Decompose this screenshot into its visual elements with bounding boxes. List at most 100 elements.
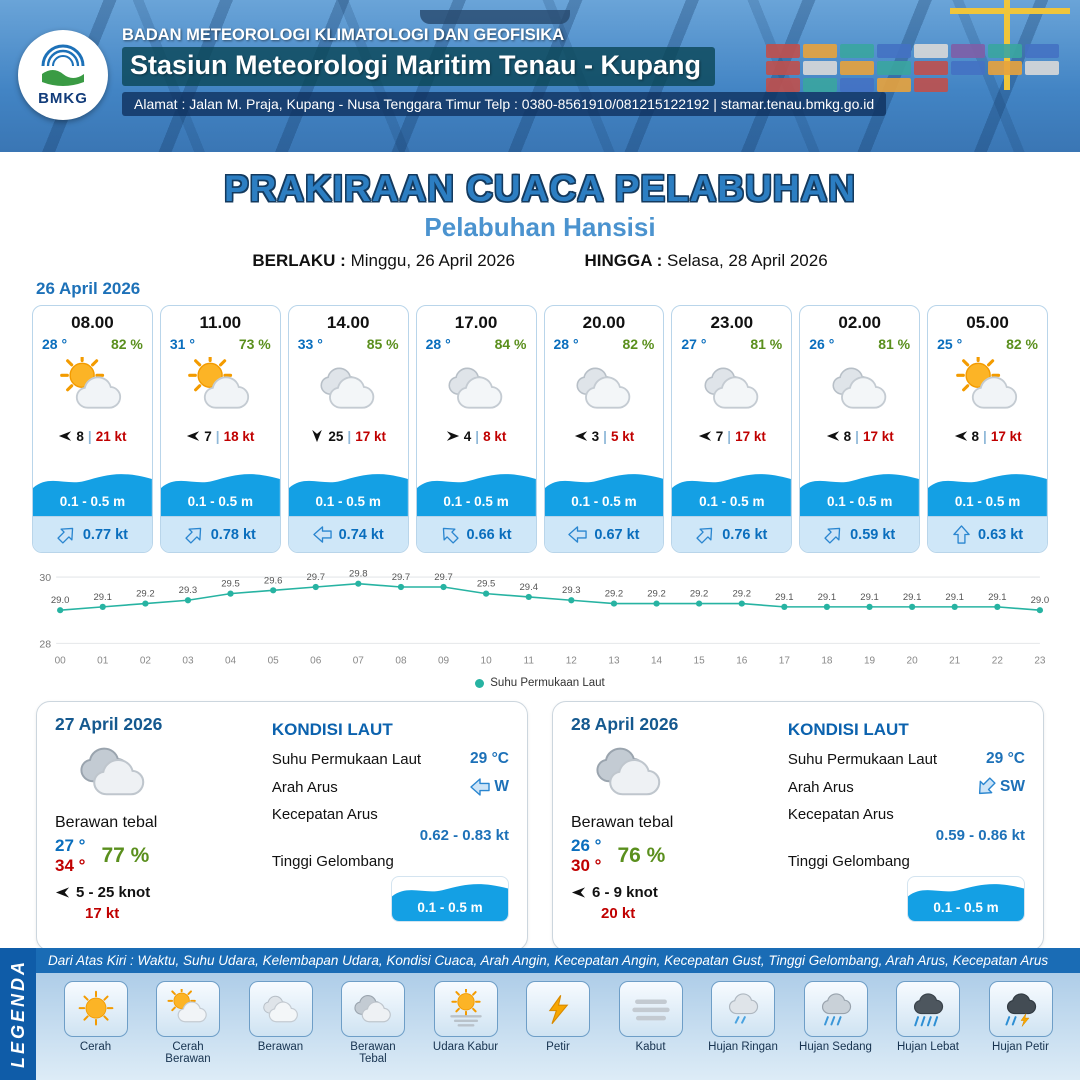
valid-label: BERLAKU : [252, 251, 346, 270]
wind-direction-arrow-icon [571, 886, 586, 898]
air-temperature: 28 ° [553, 336, 579, 352]
humidity: 81 % [878, 336, 911, 352]
air-temperature: 33 ° [297, 336, 323, 352]
bmkg-logo-text: BMKG [38, 89, 88, 107]
gust-speed: 5 kt [610, 428, 635, 444]
weather-icon-wrap [417, 352, 536, 424]
daily-wave-height: 0.1 - 0.5 m [933, 900, 999, 916]
humidity: 73 % [238, 336, 271, 352]
legend-description: Dari Atas Kiri : Waktu, Suhu Udara, Kele… [36, 948, 1080, 973]
svg-text:29.7: 29.7 [306, 572, 325, 583]
sst-chart: 30 28 29.0 29.1 29.2 29.3 29.5 29.6 29.7 29.8 29.7… [30, 561, 1050, 690]
cerah-berawan-icon [167, 989, 207, 1023]
daily-wave-height: 0.1 - 0.5 m [417, 900, 483, 916]
wind-direction-arrow-icon [698, 431, 711, 441]
bmkg-logo-icon [41, 44, 85, 86]
forecast-card: 05.00 25 ° 82 % 8 | 17 kt 0.1 - 0.5 m 0.… [927, 305, 1048, 553]
daily-date: 28 April 2026 [571, 714, 679, 735]
legend-icon-box [156, 981, 220, 1037]
current-row: 0.66 kt [416, 516, 536, 552]
wind-speed: 8 [843, 428, 852, 444]
daily-weather-icon-wrap [69, 737, 264, 812]
temp-max: 34 ° [55, 855, 86, 875]
legend-item: Berawan [244, 981, 318, 1053]
legend-icon-box [248, 981, 313, 1037]
daily-humidity: 77 % [101, 843, 150, 867]
gust-speed: 17 kt [355, 428, 386, 444]
current-speed-label: Kecepatan Arus [271, 806, 378, 824]
legend-item-label: Udara Kabur [432, 1041, 499, 1053]
svg-text:22: 22 [992, 655, 1004, 666]
current-row: 0.76 kt [672, 516, 792, 552]
forecast-card: 02.00 26 ° 81 % 8 | 17 kt 0.1 - 0.5 m 0.… [799, 305, 921, 553]
cerah-berawan-icon [60, 357, 122, 409]
current-speed-value: 0.59 - 0.86 kt [935, 827, 1025, 845]
svg-text:15: 15 [694, 655, 706, 666]
svg-text:16: 16 [736, 655, 748, 666]
berawan-icon [262, 995, 298, 1023]
gust-speed: 21 kt [95, 428, 127, 444]
sea-condition-title: KONDISI LAUT [787, 720, 909, 740]
current-direction-arrow-icon [470, 778, 491, 797]
svg-text:29.7: 29.7 [434, 572, 453, 583]
berawan-icon [448, 367, 503, 409]
current-direction-arrow-icon [312, 526, 332, 543]
air-temperature: 26 ° [809, 336, 835, 352]
svg-text:01: 01 [97, 655, 109, 666]
wind-direction-arrow-icon [574, 431, 587, 441]
cerah-icon [78, 990, 113, 1026]
forecast-time: 17.00 [454, 313, 498, 332]
wind-row: 8 | 17 kt [800, 424, 919, 448]
wind-row: 8 | 21 kt [33, 424, 152, 448]
air-temperature: 27 ° [681, 336, 707, 352]
daily-humidity: 76 % [617, 843, 666, 867]
legend-items-row: Cerah Cerah Berawan Berawan Berawan Teba… [36, 973, 1080, 1080]
legend-item-label: Berawan Tebal [350, 1041, 396, 1065]
daily-wind-row: 5 - 25 knot [55, 884, 264, 901]
legend-icon-box [433, 981, 498, 1037]
current-speed: 0.78 kt [210, 526, 256, 543]
legend-item: Hujan Petir [984, 981, 1058, 1053]
wave-height-band: 0.1 - 0.5 m [416, 466, 536, 516]
weather-icon-wrap [672, 352, 791, 424]
daily-cards-row: 27 April 2026 Berawan tebal 27 ° 34 ° 77… [36, 701, 1044, 952]
current-speed-label: Kecepatan Arus [787, 806, 894, 824]
current-speed: 0.77 kt [82, 526, 129, 543]
svg-text:21: 21 [949, 655, 961, 666]
org-name: BADAN METEOROLOGI KLIMATOLOGI DAN GEOFIS… [122, 26, 565, 44]
legend-icon-box [526, 981, 590, 1037]
chart-legend: Suhu Permukaan Laut [30, 677, 1050, 689]
svg-text:14: 14 [651, 655, 663, 666]
daily-forecast-card: 27 April 2026 Berawan tebal 27 ° 34 ° 77… [36, 701, 528, 952]
forecast-card: 17.00 28 ° 84 % 4 | 8 kt 0.1 - 0.5 m 0.6… [415, 305, 537, 553]
wind-row: 3 | 5 kt [545, 424, 664, 448]
daily-weather-icon-wrap [585, 737, 780, 812]
current-row: 0.67 kt [544, 516, 664, 552]
wave-height-band: 0.1 - 0.5 m [288, 466, 408, 516]
wave-icon [416, 474, 536, 516]
sst-value: 29 °C [986, 750, 1025, 768]
svg-text:30: 30 [39, 572, 51, 584]
svg-text:12: 12 [566, 655, 578, 666]
svg-text:19: 19 [864, 655, 876, 666]
wind-direction-arrow-icon [55, 886, 70, 898]
wind-speed: 7 [204, 428, 212, 444]
wave-height: 0.1 - 0.5 m [699, 494, 765, 509]
hujan-petir-icon [1004, 993, 1036, 1027]
forecast-date: 26 April 2026 [36, 279, 141, 298]
current-speed-value: 0.62 - 0.83 kt [419, 827, 509, 845]
wind-speed: 7 [715, 428, 724, 444]
wave-icon [672, 474, 792, 516]
containers-illustration [766, 44, 1066, 92]
berawan-icon [320, 367, 375, 409]
gust-speed: 17 kt [990, 428, 1022, 444]
svg-text:29.5: 29.5 [221, 579, 240, 590]
station-name: Stasiun Meteorologi Maritim Tenau - Kupa… [122, 47, 716, 86]
current-direction-arrow-icon [57, 527, 74, 544]
hujan-ringan-icon [728, 993, 759, 1024]
header-text: BADAN METEOROLOGI KLIMATOLOGI DAN GEOFIS… [122, 26, 887, 116]
sst-value: 29 °C [470, 750, 509, 768]
legend-item: Kabut [614, 981, 688, 1053]
weather-icon-wrap [33, 352, 152, 424]
legend-item: Hujan Lebat [891, 981, 965, 1053]
